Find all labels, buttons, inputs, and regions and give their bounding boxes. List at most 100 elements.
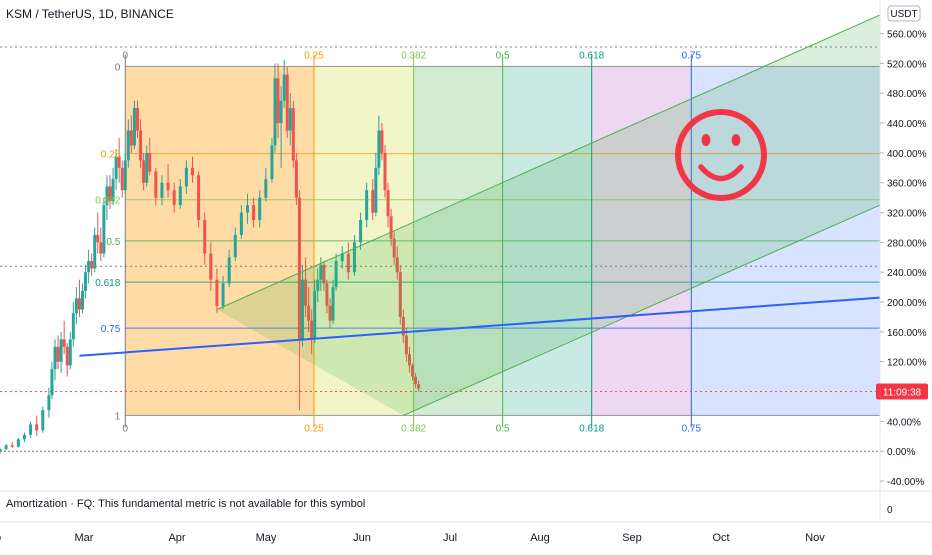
candle-body	[120, 167, 124, 191]
candle-body	[386, 190, 390, 217]
candle-body	[398, 272, 402, 317]
fib-time-label-bottom: 0	[122, 423, 128, 434]
price-tick-label: 360.00%	[887, 179, 927, 190]
candle-body	[93, 234, 97, 269]
fib-time-label-top: 0.25	[304, 50, 324, 61]
candle-body	[227, 257, 231, 284]
candle-body	[322, 264, 326, 284]
candle-body	[68, 339, 72, 366]
candle-body	[270, 145, 274, 179]
candle-body	[307, 305, 311, 321]
candle-body	[123, 160, 127, 191]
candle-body	[96, 234, 100, 243]
candle-body	[417, 384, 421, 389]
candle-body	[246, 205, 249, 213]
candle-body	[99, 242, 103, 254]
smiley-eye	[701, 134, 711, 146]
candle-body	[346, 253, 350, 273]
candle-body	[258, 197, 262, 221]
candle-body	[294, 160, 298, 198]
time-axis-label: May	[256, 532, 277, 544]
trend-line[interactable]	[79, 296, 881, 357]
candle-body	[313, 290, 317, 340]
fib-time-label-top: 0.382	[401, 50, 426, 61]
candle-body	[273, 78, 277, 146]
candle-body	[264, 178, 268, 198]
channel-line[interactable]	[216, 14, 881, 310]
candle-body	[282, 74, 286, 101]
countdown-badge	[876, 383, 928, 400]
candle-body	[414, 376, 418, 385]
candle-body	[334, 261, 338, 288]
candle-body	[132, 108, 136, 146]
candle-body	[233, 234, 237, 258]
candle-body	[279, 100, 283, 124]
price-tick-label: 200.00%	[887, 298, 927, 309]
candle-body	[383, 152, 387, 191]
candle-body	[114, 156, 118, 179]
candle-body	[340, 253, 344, 262]
smiley-mouth	[698, 164, 744, 182]
candle-body	[365, 190, 369, 221]
candle-body	[111, 178, 115, 202]
candle-body	[145, 152, 149, 183]
candle-body	[166, 182, 170, 191]
price-tick-label: 120.00%	[887, 358, 927, 369]
candle-body	[148, 152, 152, 172]
lower-axis-value: 0	[887, 505, 893, 516]
price-tick-label: 240.00%	[887, 268, 927, 279]
candle-body	[221, 283, 225, 306]
candle-body	[291, 108, 295, 161]
fib-time-label-bottom: 0.618	[579, 423, 604, 434]
smiley-face	[675, 109, 767, 201]
candle-body	[319, 264, 323, 280]
candle-body	[74, 298, 78, 314]
candle-body	[117, 156, 121, 168]
fib-level-label: 0.5	[106, 237, 120, 248]
candle-body	[81, 290, 84, 310]
time-axis-label: Aug	[530, 532, 550, 544]
candle-body	[276, 78, 280, 124]
candle-body	[288, 108, 292, 131]
candle-body	[10, 445, 14, 447]
candle-body	[407, 354, 411, 366]
candle-body	[239, 212, 243, 235]
candle-body	[285, 74, 289, 131]
fib-time-label-top: 0	[122, 50, 128, 61]
price-tick-label: 160.00%	[887, 328, 927, 339]
fib-time-label-top: 0.5	[496, 50, 510, 61]
candle-body	[90, 261, 94, 269]
time-axis-label: Nov	[805, 532, 825, 544]
candle-body	[65, 346, 69, 366]
time-axis-label: eb	[0, 532, 1, 544]
currency-badge-label: USDT	[890, 9, 917, 20]
candle-body	[304, 279, 308, 306]
time-axis-label: Oct	[712, 532, 729, 544]
candle-body	[209, 253, 213, 280]
candle-body	[160, 182, 164, 198]
currency-badge[interactable]	[887, 5, 921, 22]
channel-line[interactable]	[403, 204, 881, 416]
time-axis-label: Jul	[443, 532, 457, 544]
candle-body	[22, 434, 26, 440]
smiley-drawing[interactable]	[675, 109, 767, 201]
candle-body	[56, 346, 60, 362]
price-tick-label: 480.00%	[887, 89, 927, 100]
candle-body	[53, 346, 57, 370]
candle-body	[359, 220, 363, 243]
candle-body	[395, 257, 399, 273]
price-tick-label: 40.00%	[887, 417, 921, 428]
candle-body	[411, 365, 414, 377]
candle-body	[41, 410, 45, 431]
time-axis-label: Mar	[75, 532, 94, 544]
fib-time-label-bottom: 0.382	[401, 423, 426, 434]
fundamental-note: Amortization · FQ: This fundamental metr…	[6, 498, 366, 510]
candle-body	[4, 445, 8, 449]
countdown-label: 11:09:38	[883, 388, 922, 399]
candle-body	[129, 130, 133, 146]
candle-body	[301, 279, 304, 340]
fib-time-label-top: 0.618	[579, 50, 604, 61]
fib-level-label: 0.618	[95, 278, 120, 289]
